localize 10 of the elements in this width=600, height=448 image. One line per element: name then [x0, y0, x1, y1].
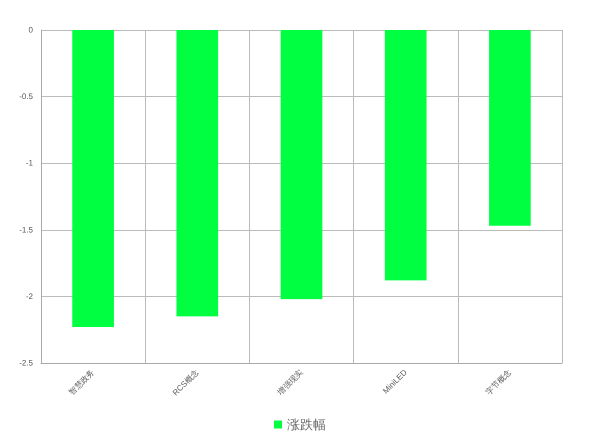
y-tick-label: -2.5: [19, 358, 34, 368]
y-tick-label: 0: [28, 26, 34, 34]
y-tick-label: -0.5: [19, 92, 34, 102]
y-tick-label: -1: [26, 158, 34, 168]
x-tick-label: 增强现实: [274, 368, 305, 398]
x-tick-label: 智慧政务: [67, 368, 96, 397]
x-tick-label: 字节概念: [484, 368, 514, 397]
y-tick-label: -2: [26, 292, 34, 301]
legend-label: 涨跌幅: [287, 417, 326, 432]
y-tick-label: -1.5: [19, 225, 34, 234]
